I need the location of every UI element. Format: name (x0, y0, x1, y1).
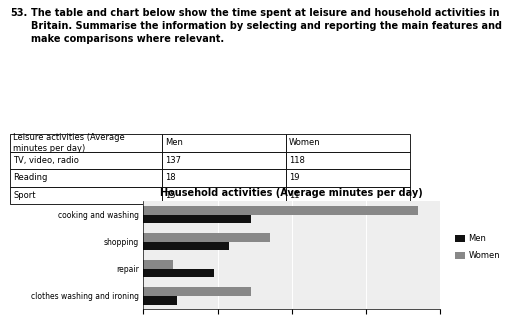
Text: 118: 118 (289, 156, 305, 165)
Bar (10, 187, 162, 204)
Bar (162, 169, 286, 187)
Bar (143, 215, 251, 223)
Bar (286, 169, 410, 187)
Text: 19: 19 (289, 173, 300, 182)
Text: 11: 11 (289, 191, 300, 200)
Bar (286, 152, 410, 169)
Bar (162, 152, 286, 169)
Text: Men: Men (165, 138, 183, 147)
Bar (162, 187, 286, 204)
Bar (162, 134, 286, 152)
Bar (143, 269, 214, 278)
Bar (10, 169, 162, 187)
Text: 53.: 53. (10, 8, 28, 18)
Bar (10, 152, 162, 169)
Legend: Men, Women: Men, Women (454, 232, 502, 262)
Bar (143, 260, 173, 269)
Bar (286, 187, 410, 204)
Text: Leisure activities (Average
minutes per day): Leisure activities (Average minutes per … (13, 133, 125, 153)
Bar (143, 242, 229, 250)
Bar (10, 134, 162, 152)
Text: The table and chart below show the time spent at leisure and household activitie: The table and chart below show the time … (31, 8, 502, 44)
Text: Household activities (Average minutes per day): Household activities (Average minutes pe… (160, 188, 423, 198)
Bar (143, 233, 269, 242)
Text: Sport: Sport (13, 191, 36, 200)
Bar (143, 296, 177, 305)
Text: 137: 137 (165, 156, 181, 165)
Text: TV, video, radio: TV, video, radio (13, 156, 79, 165)
Bar (143, 206, 418, 215)
Bar (143, 287, 251, 296)
Text: Women: Women (289, 138, 321, 147)
Text: 18: 18 (165, 173, 176, 182)
Text: 15: 15 (165, 191, 176, 200)
Text: Reading: Reading (13, 173, 48, 182)
Bar (286, 134, 410, 152)
